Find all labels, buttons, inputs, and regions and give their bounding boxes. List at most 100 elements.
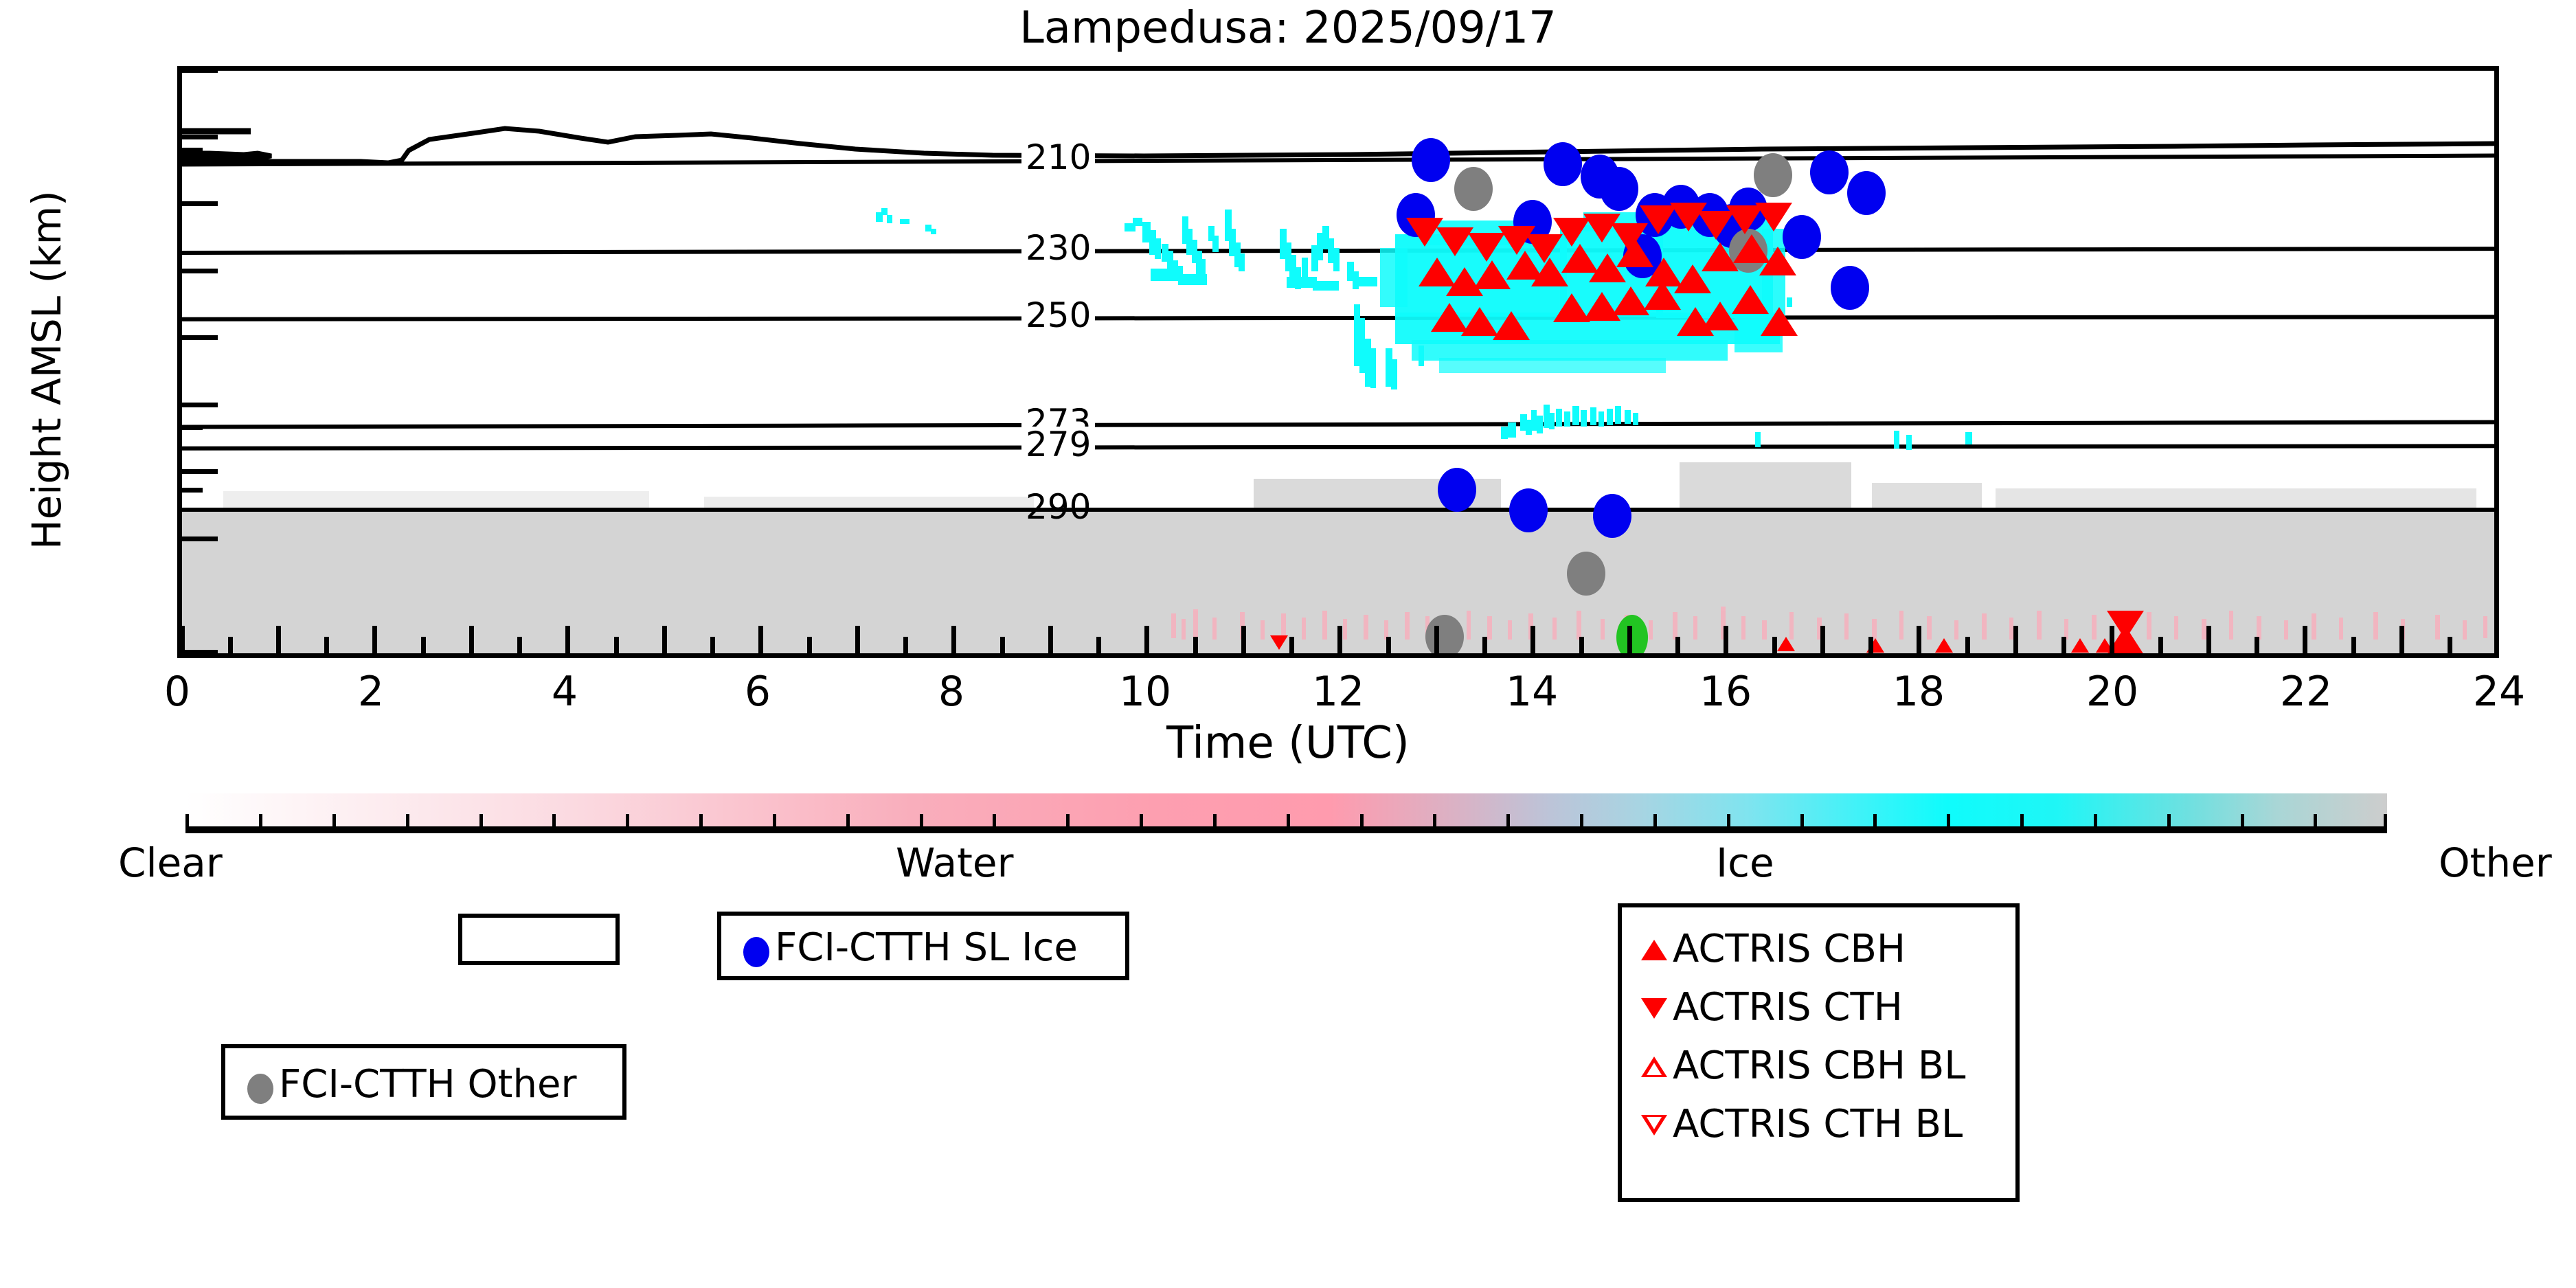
- colorbar-tick: [259, 814, 262, 826]
- legend-actris[interactable]: ACTRIS CBH ACTRIS CTH ACTRIS CBH BL ACTR…: [1618, 903, 2020, 1202]
- colorbar-tick: [332, 814, 336, 826]
- colorbar-tick: [406, 814, 409, 826]
- x-tick-label: 18: [1892, 668, 1945, 716]
- x-tick-label: 12: [1311, 668, 1365, 716]
- x-axis-tick: [1965, 637, 1970, 653]
- legend-row-actris-cth[interactable]: ACTRIS CTH: [1637, 985, 2015, 1030]
- x-axis-tick: [2399, 626, 2404, 653]
- circle-icon: [243, 1064, 279, 1105]
- x-tick-label: 20: [2086, 668, 2139, 716]
- x-tick-label: 24: [2472, 668, 2526, 716]
- fci-ctth-sl-ice-point: [1593, 494, 1631, 538]
- x-axis-tick: [372, 626, 377, 653]
- fci-ctth-sl-ice-point: [1847, 171, 1886, 215]
- y-axis-tick: [182, 71, 218, 73]
- boundary-layer-mask-upper: [704, 497, 1034, 510]
- colorbar[interactable]: [185, 793, 2387, 833]
- water-cloud-mask: [1171, 607, 2487, 640]
- plot-area: 210 230 250 273 279 290: [177, 66, 2499, 658]
- x-axis-tick: [2110, 626, 2114, 653]
- legend-row[interactable]: FCI-CTTH Other: [243, 1062, 622, 1107]
- colorbar-tick: [1800, 814, 1804, 826]
- x-axis-tick: [1579, 637, 1584, 653]
- colorbar-tick: [1360, 814, 1364, 826]
- colorbar-label-ice: Ice: [1716, 839, 1774, 886]
- actris-cbh-bl-point: [1935, 638, 1953, 653]
- x-axis-tick: [2255, 637, 2259, 653]
- x-axis-tick: [517, 637, 522, 653]
- legend-label: ACTRIS CBH BL: [1673, 1043, 1966, 1088]
- triangle-up-icon: [1637, 929, 1673, 970]
- fci-ctth-other-point: [1425, 615, 1464, 653]
- colorbar-tick: [1947, 814, 1950, 826]
- actris-cbh-point: [1761, 307, 1798, 336]
- x-axis-tick: [1772, 637, 1777, 653]
- colorbar-tick: [1580, 814, 1583, 826]
- x-axis-tick: [1096, 637, 1101, 653]
- actris-cbh-point: [1702, 242, 1739, 271]
- fci-ctth-other-point: [1454, 167, 1493, 211]
- actris-cth-point: [1436, 227, 1473, 256]
- x-tick-label: 0: [163, 668, 191, 716]
- colorbar-tick: [699, 814, 703, 826]
- x-axis-tick: [710, 637, 715, 653]
- actris-cbh-point: [1612, 286, 1649, 315]
- x-axis-tick: [1530, 626, 1535, 653]
- green-marker-point: [1616, 615, 1648, 653]
- boundary-layer-mask-upper: [1996, 488, 2476, 510]
- actris-cbh-bl-point: [1777, 637, 1795, 651]
- colorbar-tick: [1873, 814, 1877, 826]
- x-axis-tick: [1820, 626, 1825, 653]
- x-axis-tick: [1144, 626, 1149, 653]
- fci-ctth-sl-ice-point: [1544, 142, 1582, 186]
- x-axis-tick: [2448, 637, 2452, 653]
- x-axis-tick: [614, 637, 619, 653]
- x-axis-tick: [758, 626, 763, 653]
- fci-ctth-other-point: [1754, 153, 1792, 197]
- isotherm-label-290: 290: [1026, 487, 1092, 527]
- isotherm-contour-290: [182, 508, 2494, 512]
- legend-row-actris-cbh[interactable]: ACTRIS CBH: [1637, 927, 2015, 971]
- x-axis-tick: [2206, 626, 2211, 653]
- circle-icon: [739, 927, 775, 969]
- triangle-down-icon: [1637, 987, 1673, 1028]
- colorbar-tick: [1433, 814, 1436, 826]
- x-axis-tick: [1337, 626, 1342, 653]
- colorbar-tick: [185, 814, 189, 833]
- legend-row-actris-cbh-bl[interactable]: ACTRIS CBH BL: [1637, 1043, 2015, 1088]
- x-axis-tick: [2496, 626, 2499, 653]
- legend-label: ACTRIS CTH: [1673, 985, 1903, 1030]
- x-axis-tick: [2351, 637, 2356, 653]
- colorbar-tick: [1066, 814, 1070, 826]
- actris-cbh-bl-point: [2071, 638, 2089, 653]
- colorbar-tick: [2020, 814, 2024, 826]
- triangle-up-open-icon: [1637, 1046, 1673, 1087]
- colorbar-tick: [2241, 814, 2244, 826]
- x-axis-tick: [469, 626, 474, 653]
- colorbar-tick: [2384, 814, 2387, 833]
- plot-canvas: [182, 71, 2494, 653]
- ice-cloud-mask-mid: [1501, 405, 1972, 450]
- colorbar-tick: [1506, 814, 1510, 826]
- actris-cbh-point: [1644, 281, 1681, 310]
- legend-fci-ctth-other[interactable]: FCI-CTTH Other: [221, 1044, 626, 1120]
- x-tick-label: 22: [2279, 668, 2333, 716]
- x-tick-label: 14: [1505, 668, 1559, 716]
- legend-fci-ctth-sl-ice[interactable]: FCI-CTTH SL Ice: [717, 912, 1129, 980]
- colorbar-tick: [1213, 814, 1217, 826]
- actris-cth-point: [1755, 203, 1792, 231]
- legend-empty-box[interactable]: [458, 914, 620, 965]
- y-axis-tick: [182, 536, 218, 541]
- x-axis-tick: [2061, 637, 2066, 653]
- colorbar-tick: [1140, 814, 1143, 826]
- x-tick-label: 10: [1118, 668, 1172, 716]
- legend-row-actris-cth-bl[interactable]: ACTRIS CTH BL: [1637, 1102, 2015, 1146]
- legend-row[interactable]: FCI-CTTH SL Ice: [739, 925, 1125, 970]
- isotherm-label-250: 250: [1021, 297, 1096, 333]
- colorbar-tick: [773, 814, 776, 826]
- x-axis-tick: [1048, 626, 1053, 653]
- fci-ctth-sl-ice-point: [1600, 167, 1638, 211]
- tropopause-contour: [182, 126, 2494, 166]
- boundary-layer-mask-upper: [1680, 462, 1851, 510]
- x-tick-label: 6: [744, 668, 771, 716]
